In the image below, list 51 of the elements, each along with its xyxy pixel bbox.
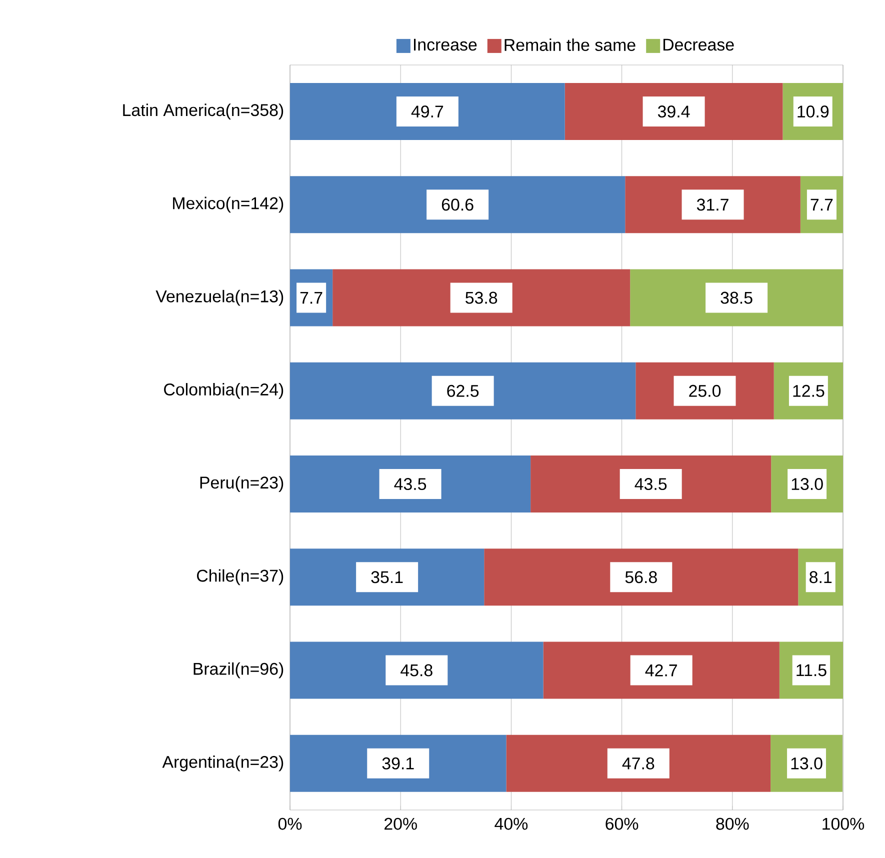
y-tick-label: Latin America(n=358) bbox=[123, 104, 284, 120]
data-label: 47.8 bbox=[622, 757, 654, 770]
bar bbox=[530, 456, 772, 513]
bar bbox=[290, 456, 531, 513]
data-label: 13.0 bbox=[791, 757, 822, 770]
y-tick-label: Colombia(n=24) bbox=[164, 383, 284, 399]
data-label: 25.0 bbox=[689, 384, 721, 397]
x-tick-label: 100% bbox=[822, 818, 864, 830]
data-label: 11.5 bbox=[796, 664, 826, 676]
bar bbox=[332, 269, 630, 326]
y-tick-label: Chile(n=37) bbox=[197, 569, 284, 586]
bar bbox=[290, 176, 626, 234]
y-tick-label: Peru(n=23) bbox=[200, 476, 284, 492]
x-tick-label: 20% bbox=[384, 818, 417, 830]
bar bbox=[290, 362, 636, 420]
x-tick-label: 40% bbox=[494, 818, 528, 830]
data-label: 42.7 bbox=[645, 664, 677, 676]
bar bbox=[290, 83, 565, 140]
bar bbox=[506, 734, 771, 792]
data-label: 13.0 bbox=[792, 478, 823, 490]
data-label: 35.1 bbox=[371, 571, 403, 584]
data-label: 56.8 bbox=[625, 571, 657, 584]
legend-label: Remain the same bbox=[504, 38, 636, 51]
data-label: 43.5 bbox=[634, 478, 667, 490]
data-label: 39.1 bbox=[382, 757, 414, 770]
legend-label: Increase bbox=[414, 38, 477, 51]
bar bbox=[290, 642, 544, 699]
y-tick-label: Argentina(n=23) bbox=[162, 756, 284, 772]
data-label: 60.6 bbox=[442, 198, 474, 211]
data-label: 62.5 bbox=[447, 384, 479, 397]
data-label: 7.7 bbox=[300, 292, 322, 304]
x-tick-label: 60% bbox=[606, 818, 638, 830]
data-label: 49.7 bbox=[411, 106, 444, 118]
data-label: 10.9 bbox=[798, 106, 829, 118]
data-label: 8.1 bbox=[810, 571, 832, 584]
y-tick-label: Brazil(n=96) bbox=[194, 662, 284, 678]
data-label: 45.8 bbox=[400, 664, 432, 676]
bar bbox=[543, 642, 780, 699]
data-label: 38.5 bbox=[720, 292, 752, 304]
x-tick-label: 0% bbox=[278, 818, 302, 830]
legend-label: Decrease bbox=[663, 38, 734, 51]
data-label: 31.7 bbox=[696, 198, 728, 211]
data-label: 7.7 bbox=[810, 198, 833, 210]
y-tick-label: Venezuela(n=13) bbox=[156, 290, 284, 306]
data-label: 39.4 bbox=[658, 106, 690, 118]
x-tick-label: 80% bbox=[716, 818, 749, 830]
bar bbox=[484, 548, 798, 606]
data-label: 12.5 bbox=[793, 384, 824, 397]
data-label: 53.8 bbox=[466, 292, 498, 304]
data-label: 43.5 bbox=[394, 478, 426, 490]
y-tick-label: Mexico(n=142) bbox=[173, 196, 284, 213]
